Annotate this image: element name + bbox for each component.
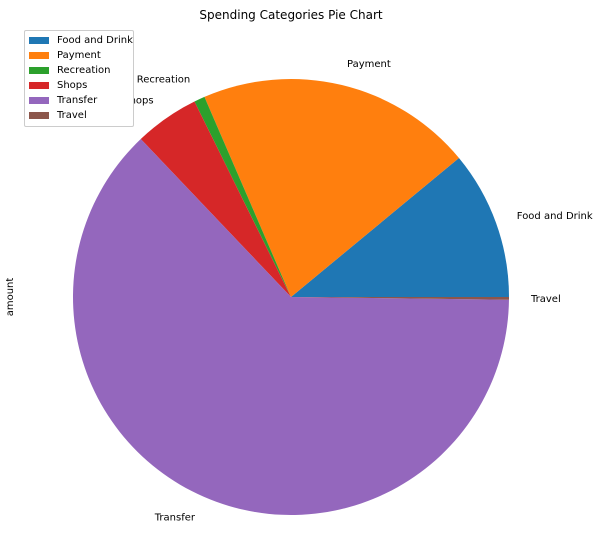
legend-item-transfer: Transfer bbox=[25, 93, 133, 108]
legend-item-shops: Shops bbox=[25, 78, 133, 93]
chart-title: Spending Categories Pie Chart bbox=[199, 8, 382, 22]
legend-item-payment: Payment bbox=[25, 48, 133, 63]
legend-item-recreation: Recreation bbox=[25, 63, 133, 78]
pie-slices bbox=[72, 79, 509, 516]
legend-label-transfer: Transfer bbox=[57, 95, 98, 106]
pie-slice-shops bbox=[140, 101, 291, 297]
legend-swatch-shops bbox=[29, 82, 49, 89]
pie-slice-recreation bbox=[194, 96, 291, 298]
legend-label-shops: Shops bbox=[57, 80, 88, 91]
slice-label-recreation: Recreation bbox=[137, 75, 190, 86]
slice-label-payment: Payment bbox=[347, 59, 391, 70]
slice-label-food-and-drink: Food and Drink bbox=[517, 211, 593, 222]
legend-swatch-payment bbox=[29, 52, 49, 59]
y-axis-label: amount bbox=[5, 278, 16, 317]
legend-swatch-recreation bbox=[29, 67, 49, 74]
slice-label-transfer: Transfer bbox=[154, 513, 196, 524]
legend-item-travel: Travel bbox=[25, 108, 133, 123]
legend-label-payment: Payment bbox=[57, 50, 101, 61]
legend-label-food-and-drink: Food and Drink bbox=[57, 35, 133, 46]
pie-slice-food-and-drink bbox=[291, 158, 509, 297]
legend-item-food-and-drink: Food and Drink bbox=[25, 33, 133, 48]
pie-slice-travel bbox=[291, 297, 509, 300]
slice-label-shops: Shops bbox=[123, 96, 153, 107]
legend-swatch-food-and-drink bbox=[29, 37, 49, 44]
legend-label-travel: Travel bbox=[57, 110, 87, 121]
legend-swatch-transfer bbox=[29, 97, 49, 104]
legend-swatch-travel bbox=[29, 112, 49, 119]
pie-slice-labels: Food and Drink Payment Recreation Shops Tran… bbox=[123, 59, 593, 523]
slice-label-travel: Travel bbox=[530, 294, 561, 305]
pie-slice-payment bbox=[204, 79, 459, 297]
pie-slice-transfer bbox=[72, 139, 509, 516]
legend: Food and Drink Payment Recreation Shops … bbox=[24, 30, 134, 127]
legend-label-recreation: Recreation bbox=[57, 65, 111, 76]
